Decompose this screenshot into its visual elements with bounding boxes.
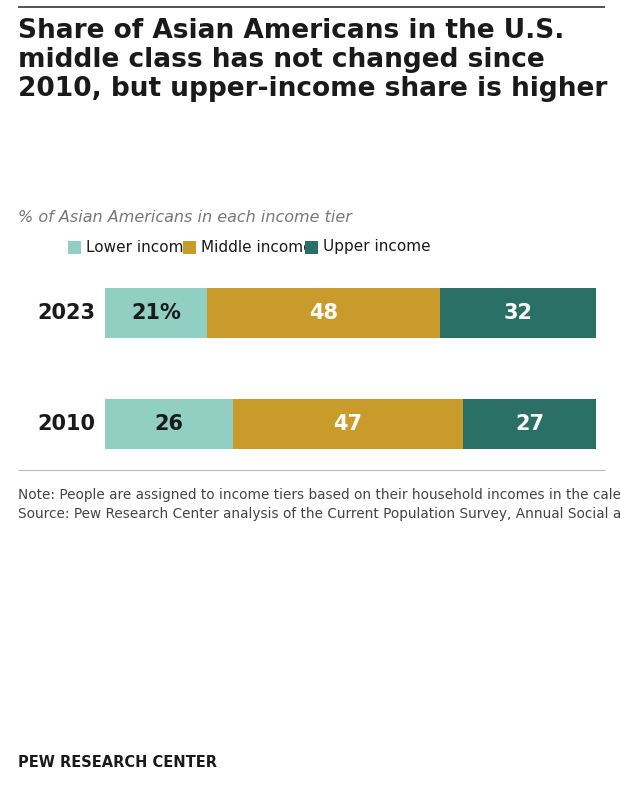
Text: % of Asian Americans in each income tier: % of Asian Americans in each income tier [18, 210, 352, 225]
Text: PEW RESEARCH CENTER: PEW RESEARCH CENTER [18, 754, 217, 770]
Bar [440, 288, 596, 338]
Bar [105, 288, 207, 338]
Text: Lower income: Lower income [86, 239, 193, 254]
Text: Share of Asian Americans in the U.S.
middle class has not changed since
2010, bu: Share of Asian Americans in the U.S. mid… [18, 18, 608, 102]
Text: 32: 32 [503, 303, 533, 323]
Text: 21%: 21% [131, 303, 181, 323]
Text: 47: 47 [334, 414, 363, 434]
Bar [305, 241, 318, 254]
Bar [232, 399, 463, 449]
Text: 48: 48 [309, 303, 339, 323]
Text: 2023: 2023 [37, 303, 95, 323]
Bar [68, 241, 81, 254]
Text: 2010: 2010 [37, 414, 95, 434]
Text: 27: 27 [515, 414, 544, 434]
Bar [183, 241, 196, 254]
Bar [207, 288, 440, 338]
Text: Note: People are assigned to income tiers based on their household incomes in th: Note: People are assigned to income tier… [18, 488, 620, 521]
Bar [463, 399, 596, 449]
Text: 26: 26 [154, 414, 184, 434]
Text: Upper income: Upper income [323, 239, 431, 254]
Bar [105, 399, 232, 449]
Text: Middle income: Middle income [202, 239, 313, 254]
